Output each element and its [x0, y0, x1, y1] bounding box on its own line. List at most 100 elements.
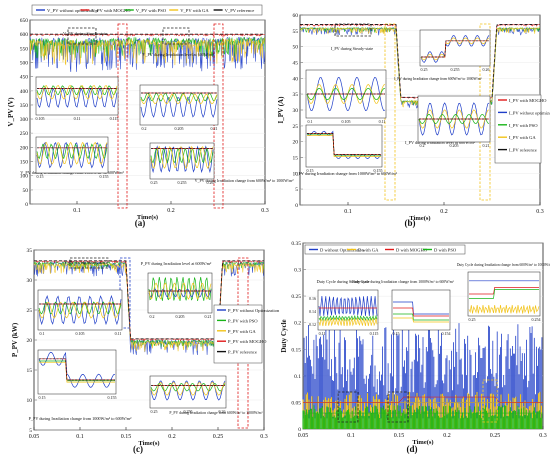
x-tick-label: 0.3 — [539, 433, 547, 439]
inset-series-no_opt — [36, 141, 108, 169]
legend-entry: I_PV with PSO — [509, 123, 538, 128]
panel-b: 0 5 10 15 20 25 30 35 40 45 50 55 60 0.1 0.2 0.3 Time(s)… — [277, 13, 550, 228]
y-tick-label: 650 — [20, 18, 29, 24]
inset-tick-label: 0.205 — [450, 143, 459, 148]
series-line-ga — [29, 37, 266, 66]
legend-entry: D with PSO — [434, 248, 457, 253]
inset-y-tick-label: 0.16 — [309, 296, 316, 301]
inset-series-no_opt — [140, 96, 218, 118]
inset-tick-label: 0.155 — [374, 168, 383, 173]
y-tick-label: 10 — [27, 398, 33, 404]
legend-entry: D with GA — [358, 248, 379, 253]
inset-plot: 0.2 0.205 0.21 — [417, 95, 491, 148]
inset-tick-label: 0.205 — [176, 314, 185, 319]
y-tick-label: 55 — [293, 29, 299, 35]
inset-series-ga — [468, 304, 540, 314]
legend-entry: V_PV reference — [225, 8, 255, 13]
y-tick-label: 15 — [293, 156, 299, 162]
inset-tick-label: 0.115 — [370, 331, 379, 336]
inset-tick-label: 0.105 — [76, 331, 85, 336]
x-tick-label: 0.05 — [298, 433, 309, 439]
legend-box — [213, 304, 263, 364]
x-tick-label: 0.1 — [347, 433, 355, 439]
panel-label: (c) — [133, 444, 143, 454]
y-axis-label: Duty Cycle — [280, 319, 288, 352]
annotation-text: Duty Cycle during Steady-state — [317, 279, 370, 284]
y-tick-label: 0 — [298, 427, 301, 433]
annotation-text: I_PV during Irradiation level at 600W/m² — [405, 140, 475, 145]
inset-series-ga — [393, 317, 449, 323]
x-tick-label: 0.25 — [213, 434, 224, 440]
inset-series-ga — [39, 361, 115, 383]
inset-tick-label: 0.15 — [393, 331, 400, 336]
y-tick-label: 30 — [293, 108, 299, 114]
annotation-text: P_PV during Irradiation change from 600W… — [169, 411, 263, 415]
y-tick-label: 25 — [293, 124, 299, 130]
legend-entry: P_PV with PSO — [228, 318, 258, 323]
inset-tick-label: 0.25 — [151, 180, 158, 185]
y-tick-label: 5 — [29, 428, 32, 434]
panel-d: 00.050.10.150.20.250.30.350.05 0.1 0.15 0.2… — [280, 241, 550, 454]
x-tick-label: 0.2 — [167, 208, 175, 214]
inset-series-ga — [420, 37, 490, 61]
inset-series-pso — [39, 360, 115, 382]
legend-entry: I_PV reference — [509, 148, 537, 153]
inset-series-pso — [418, 113, 490, 125]
inset-series-reference — [421, 40, 489, 58]
inset-series-pso — [140, 92, 218, 102]
series-line-mogho — [34, 260, 264, 342]
panel-label: (a) — [135, 218, 146, 228]
inset-series-ga — [148, 282, 212, 300]
inset-series-pso — [148, 276, 212, 302]
y-tick-label: 35 — [293, 92, 299, 98]
inset-series-ga — [36, 141, 108, 165]
y-tick-label: 15 — [27, 368, 33, 374]
annotation-text: V_PV during Irradiation level at 600W/m² — [142, 52, 214, 57]
zoom-region — [67, 27, 97, 45]
annotation-text: Duty Cycle during Irradiation change fro… — [457, 263, 550, 267]
y-tick-label: 600 — [20, 32, 29, 38]
annotation-text: I_PV during Irradiation change from 1000… — [295, 171, 398, 176]
y-tick-label: 400 — [20, 89, 29, 95]
panel-c: 5 10 15 20 25 30 35 0.05 0.1 0.15 0.2 0.25 0.3 Time(s… — [11, 248, 280, 454]
inset-plot: 0.1 0.105 0.11 — [305, 69, 387, 124]
legend-entry: V_PV with PSO — [136, 8, 167, 13]
inset-plot: 0.11 0.115 — [317, 289, 379, 336]
legend-entry: P_PV without Optimization — [228, 308, 280, 313]
inset-tick-label: 0.25 — [469, 317, 476, 322]
series-line-mogho — [303, 396, 543, 403]
inset-series-no_opt — [150, 145, 214, 174]
inset-series-ga — [307, 135, 381, 157]
inset-tick-label: 0.11 — [379, 119, 386, 124]
legend-entry: I_PV without optimization — [509, 110, 550, 115]
legend-entry: P_PV with MOGHO — [228, 339, 267, 344]
y-tick-label: 25 — [27, 308, 33, 314]
x-tick-label: 0.3 — [260, 434, 268, 440]
x-tick-label: 0.15 — [121, 434, 132, 440]
y-tick-label: 10 — [293, 171, 299, 177]
inset-series-reference — [307, 133, 381, 155]
y-tick-label: 0.2 — [294, 321, 301, 327]
inset-frame — [419, 29, 491, 67]
inset-tick-label: 0.2 — [142, 126, 147, 131]
inset-series-pso — [469, 289, 539, 299]
y-axis-label: I_PV (A) — [277, 96, 285, 124]
y-tick-label: 5 — [295, 187, 298, 193]
legend-entry: D without Optimization — [320, 248, 365, 253]
inset-tick-label: 0.1 — [308, 119, 313, 124]
inset-tick-label: 0.155 — [100, 174, 109, 179]
inset-series-no_opt — [420, 34, 490, 63]
inset-frame — [391, 289, 451, 331]
x-tick-label: 0.3 — [536, 209, 544, 215]
y-tick-label: 450 — [20, 75, 29, 81]
inset-series-no_opt — [38, 294, 122, 326]
y-axis-label: V_PV (V) — [7, 97, 15, 127]
inset-plot: 0.25 0.255 0.26 — [149, 142, 215, 185]
inset-y-tick-label: 0.12 — [309, 322, 316, 327]
y-tick-label: 45 — [293, 61, 299, 67]
inset-series-reference — [39, 358, 115, 381]
inset-tick-label: 0.2 — [150, 314, 155, 319]
inset-tick-label: 0.26 — [219, 409, 226, 414]
y-tick-label: 350 — [20, 103, 29, 109]
zoom-region — [387, 391, 409, 423]
